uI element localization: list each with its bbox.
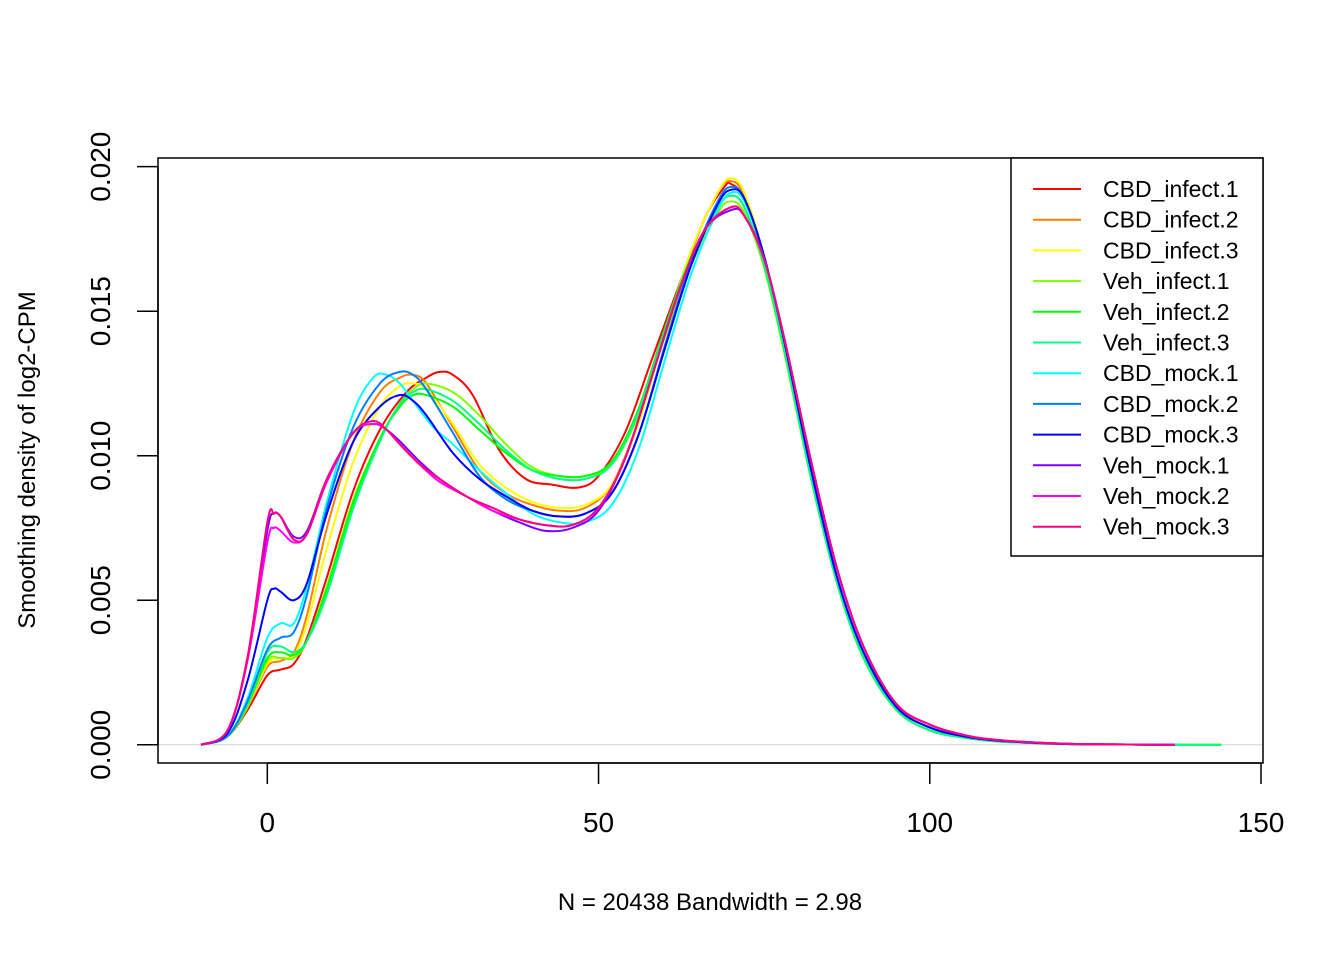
legend: CBD_infect.1 CBD_infect.2 CBD_infect.3 Veh_… xyxy=(1010,157,1264,557)
x-tick-label: 150 xyxy=(1238,807,1285,838)
legend-label: Veh_infect.3 xyxy=(1103,330,1230,356)
legend-label: CBD_infect.3 xyxy=(1103,237,1239,263)
legend-label: Veh_infect.2 xyxy=(1103,299,1230,325)
x-tick-label: 0 xyxy=(260,807,276,838)
series-lines xyxy=(200,177,1222,746)
y-tick-label: 0.005 xyxy=(85,565,116,635)
legend-label: CBD_mock.1 xyxy=(1103,360,1238,386)
legend-label: Veh_mock.2 xyxy=(1103,483,1230,509)
y-tick-label: 0.020 xyxy=(85,132,116,202)
x-tick-label: 100 xyxy=(906,807,953,838)
legend-label: CBD_mock.2 xyxy=(1103,391,1238,417)
y-tick-label: 0.000 xyxy=(85,710,116,780)
legend-label: CBD_mock.3 xyxy=(1103,422,1238,448)
y-tick-label: 0.010 xyxy=(85,421,116,491)
x-tick-label: 50 xyxy=(583,807,614,838)
x-axis: 0 50 100 150 xyxy=(260,762,1285,838)
y-tick-label: 0.015 xyxy=(85,276,116,346)
legend-box xyxy=(1010,157,1264,557)
y-axis: 0.000 0.005 0.010 0.015 0.020 xyxy=(85,132,159,780)
legend-label: CBD_infect.1 xyxy=(1103,176,1239,202)
legend-label: CBD_infect.2 xyxy=(1103,207,1239,233)
series-line-12 xyxy=(200,205,1175,746)
series-line-6 xyxy=(200,194,1222,746)
legend-label: Veh_mock.1 xyxy=(1103,452,1230,478)
legend-label: Veh_infect.1 xyxy=(1103,268,1230,294)
legend-label: Veh_mock.3 xyxy=(1103,514,1230,540)
y-axis-label: Smoothing density of log2-CPM xyxy=(14,291,41,629)
x-axis-label: N = 20438 Bandwidth = 2.98 xyxy=(558,889,862,916)
